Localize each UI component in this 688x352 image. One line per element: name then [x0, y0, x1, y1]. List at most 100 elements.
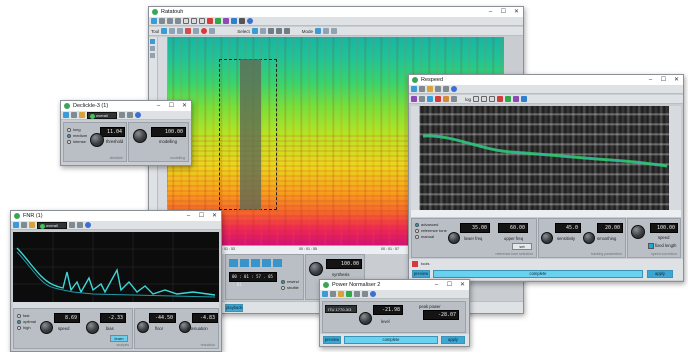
- preset-icon[interactable]: [338, 291, 344, 297]
- side-tool-1-icon[interactable]: [150, 39, 155, 44]
- undo-icon[interactable]: [354, 291, 360, 297]
- red-triangle-icon[interactable]: [497, 96, 504, 102]
- mode-2-icon[interactable]: [323, 28, 330, 34]
- tool-select-icon[interactable]: [161, 28, 168, 34]
- speed-knob[interactable]: [40, 321, 53, 334]
- fixed-length-checkbox[interactable]: [648, 243, 654, 249]
- minimize-button[interactable]: –: [648, 77, 653, 83]
- redo-icon[interactable]: [77, 222, 83, 228]
- playback-button[interactable]: playback: [225, 304, 243, 312]
- undo-icon[interactable]: [119, 112, 125, 118]
- synthesis-knob[interactable]: [309, 262, 323, 276]
- open-icon[interactable]: [411, 86, 417, 92]
- fnr-titlebar[interactable]: FNR (1) – ☐ ✕: [11, 211, 221, 221]
- play-button[interactable]: [240, 259, 249, 267]
- red-triangle-icon[interactable]: [207, 18, 213, 24]
- select-tool-icon[interactable]: [411, 96, 417, 102]
- select-magnify-icon[interactable]: [275, 28, 282, 34]
- respeed-titlebar[interactable]: Respeed – ☐ ✕: [409, 75, 683, 85]
- rewind-radio[interactable]: [281, 280, 285, 284]
- modelling-knob[interactable]: [133, 129, 147, 143]
- ratatouh-titlebar[interactable]: Ratatouh – ☐ ✕: [149, 7, 523, 17]
- set-button[interactable]: set: [512, 243, 532, 250]
- redo-icon[interactable]: [127, 112, 133, 118]
- redo-icon[interactable]: [167, 18, 173, 24]
- blue-triangle-icon[interactable]: [521, 96, 528, 102]
- declickle-titlebar[interactable]: Declickle-3 (1) – ☐ ✕: [61, 101, 191, 111]
- high-radio[interactable]: [17, 326, 21, 330]
- apply-button[interactable]: apply: [647, 270, 673, 278]
- tool-erase-icon[interactable]: [185, 28, 192, 34]
- reference-tone-radio[interactable]: [415, 229, 419, 233]
- close-button[interactable]: ✕: [673, 77, 680, 83]
- undo-icon[interactable]: [69, 222, 75, 228]
- blue-triangle-icon[interactable]: [231, 18, 237, 24]
- help-icon[interactable]: [370, 291, 376, 297]
- shuttle-radio[interactable]: [281, 286, 285, 290]
- undo-icon[interactable]: [435, 86, 441, 92]
- open-icon[interactable]: [151, 18, 157, 24]
- record-button[interactable]: [262, 259, 271, 267]
- preset-dropdown[interactable]: overall: [87, 111, 117, 119]
- intense-radio[interactable]: [67, 140, 71, 144]
- zoom-fit-icon[interactable]: [199, 18, 205, 24]
- power-titlebar[interactable]: Power Normaliser 2 – ☐ ✕: [320, 280, 469, 290]
- loop-button[interactable]: [273, 259, 282, 267]
- maximize-button[interactable]: ☐: [500, 9, 507, 15]
- standard-dropdown[interactable]: ITU 1770-3/3: [325, 305, 357, 313]
- maximize-button[interactable]: ☐: [660, 77, 667, 83]
- minimize-button[interactable]: –: [434, 282, 439, 288]
- optimal-radio[interactable]: [17, 320, 21, 324]
- long-radio[interactable]: [67, 128, 71, 132]
- save-icon[interactable]: [419, 86, 425, 92]
- side-tool-3-icon[interactable]: [150, 53, 155, 58]
- green-triangle-icon[interactable]: [505, 96, 512, 102]
- zoom-out-icon[interactable]: [191, 18, 197, 24]
- respeed-spectrogram[interactable]: [411, 106, 669, 210]
- speed-knob[interactable]: [631, 225, 645, 239]
- node-tool-icon[interactable]: [451, 96, 457, 102]
- close-button[interactable]: ✕: [459, 282, 466, 288]
- purple-triangle-icon[interactable]: [513, 96, 520, 102]
- manual-radio[interactable]: [415, 235, 419, 239]
- sensitivity-knob[interactable]: [541, 232, 553, 244]
- maximize-button[interactable]: ☐: [168, 103, 175, 109]
- floor-knob[interactable]: [137, 321, 149, 333]
- medium-radio[interactable]: [67, 134, 71, 138]
- tool-waveform-icon[interactable]: [209, 28, 216, 34]
- plus-icon[interactable]: [239, 18, 245, 24]
- purple-triangle-icon[interactable]: [223, 18, 229, 24]
- attenuation-knob[interactable]: [179, 321, 191, 333]
- close-button[interactable]: ✕: [513, 9, 520, 15]
- help-icon[interactable]: [247, 18, 253, 24]
- curve-tool-icon[interactable]: [443, 96, 449, 102]
- advanced-radio[interactable]: [415, 223, 419, 227]
- help-icon[interactable]: [85, 222, 91, 228]
- undo-icon[interactable]: [159, 18, 165, 24]
- tool-lasso-icon[interactable]: [169, 28, 176, 34]
- close-button[interactable]: ✕: [211, 213, 218, 219]
- side-icon[interactable]: [412, 261, 418, 267]
- mode-3-icon[interactable]: [331, 28, 338, 34]
- zoom-in-icon[interactable]: [473, 96, 480, 102]
- redo-icon[interactable]: [362, 291, 368, 297]
- pen-tool-icon[interactable]: [435, 96, 441, 102]
- open-icon[interactable]: [13, 222, 19, 228]
- green-triangle-icon[interactable]: [215, 18, 221, 24]
- zoom-out-icon[interactable]: [481, 96, 488, 102]
- maximize-button[interactable]: ☐: [446, 282, 453, 288]
- preview-button[interactable]: preview: [323, 336, 341, 344]
- minimize-button[interactable]: –: [488, 9, 493, 15]
- stop-button[interactable]: [251, 259, 260, 267]
- select-pen-icon[interactable]: [267, 28, 274, 34]
- tool-clone-icon[interactable]: [193, 28, 200, 34]
- save-icon[interactable]: [330, 291, 336, 297]
- preset-dropdown[interactable]: overall: [37, 221, 67, 229]
- open-icon[interactable]: [63, 112, 69, 118]
- learn-button[interactable]: learn: [110, 335, 128, 342]
- smoothing-knob[interactable]: [583, 232, 595, 244]
- settings-icon[interactable]: [346, 291, 352, 297]
- preset-icon[interactable]: [79, 112, 85, 118]
- fast-radio[interactable]: [17, 314, 21, 318]
- help-icon[interactable]: [135, 112, 141, 118]
